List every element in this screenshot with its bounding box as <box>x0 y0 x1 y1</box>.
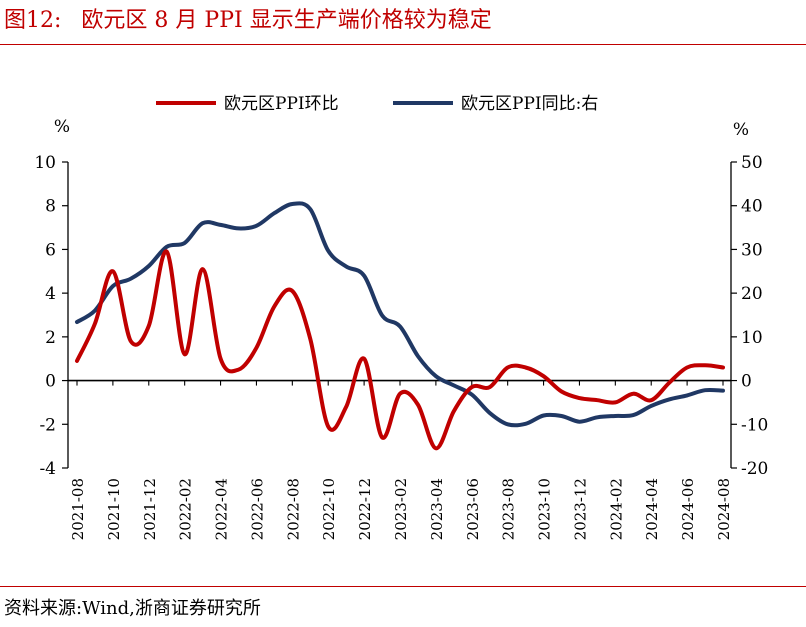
figure-title: 图12: 欧元区 8 月 PPI 显示生产端价格较为稳定 <box>4 6 492 36</box>
left-tick-label: 4 <box>45 284 56 304</box>
x-tick-label: 2021-12 <box>141 478 159 540</box>
x-tick-label: 2022-02 <box>177 478 195 540</box>
x-tick-label: 2024-04 <box>643 478 661 540</box>
left-tick-label: -4 <box>39 459 56 479</box>
x-tick-label: 2023-12 <box>571 478 589 540</box>
left-tick-label: 0 <box>45 372 56 392</box>
right-tick-label: 0 <box>741 372 752 392</box>
x-tick-label: 2024-02 <box>607 478 625 540</box>
source-divider <box>0 586 806 587</box>
x-tick-label: 2024-08 <box>715 478 733 540</box>
right-tick-label: 20 <box>741 284 763 304</box>
x-tick-label: 2021-10 <box>105 478 123 540</box>
right-tick-label: 30 <box>741 240 763 260</box>
x-tick-label: 2023-08 <box>500 478 518 540</box>
source-note: 资料来源:Wind,浙商证券研究所 <box>4 598 261 619</box>
legend-label-mom: 欧元区PPI环比 <box>224 94 339 114</box>
x-tick-label: 2022-04 <box>213 478 231 540</box>
x-tick-label: 2021-08 <box>69 478 87 540</box>
left-tick-label: -2 <box>39 415 56 435</box>
left-tick-label: 10 <box>34 153 56 173</box>
x-tick-label: 2023-06 <box>464 478 482 540</box>
figure-title-text: 欧元区 8 月 PPI 显示生产端价格较为稳定 <box>81 8 492 33</box>
series-line-mom <box>75 249 725 451</box>
right-tick-label: 50 <box>741 153 763 173</box>
right-tick-label: 10 <box>741 328 763 348</box>
legend-label-yoy: 欧元区PPI同比:右 <box>461 94 598 114</box>
figure-number: 图12: <box>4 8 62 33</box>
left-tick-label: 2 <box>45 328 56 348</box>
right-tick-label: -10 <box>741 415 768 435</box>
x-tick-label: 2023-04 <box>428 478 446 540</box>
left-tick-label: 8 <box>45 197 56 217</box>
right-axis-unit: % <box>733 120 749 140</box>
right-tick-label: 40 <box>741 197 763 217</box>
left-tick-label: 6 <box>45 240 56 260</box>
x-tick-label: 2022-08 <box>284 478 302 540</box>
x-tick-label: 2022-06 <box>248 478 266 540</box>
x-tick-label: 2024-06 <box>679 478 697 540</box>
right-tick-label: -20 <box>741 459 768 479</box>
x-tick-label: 2022-10 <box>320 478 338 540</box>
series-line-yoy <box>75 201 725 428</box>
x-tick-label: 2023-10 <box>536 478 554 540</box>
x-tick-label: 2022-12 <box>356 478 374 540</box>
x-tick-label: 2023-02 <box>392 478 410 540</box>
title-divider <box>0 44 806 45</box>
left-axis-unit: % <box>54 117 70 137</box>
